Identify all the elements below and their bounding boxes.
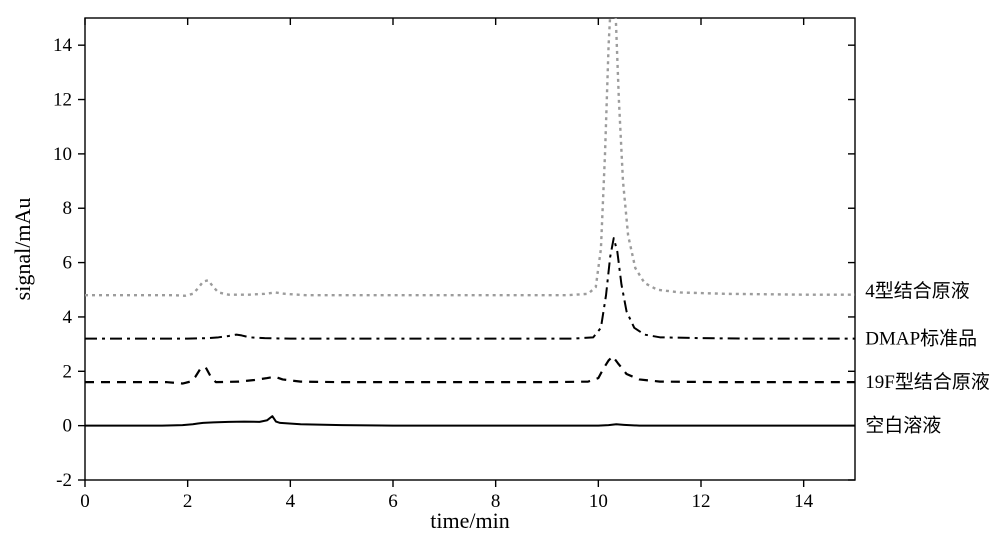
series-label-DMAP: DMAP标准品 — [865, 328, 977, 350]
series-type4 — [85, 0, 855, 296]
x-axis-label: time/min — [430, 508, 509, 533]
x-tick-label: 14 — [794, 491, 814, 512]
x-tick-label: 4 — [286, 491, 296, 512]
series-label-blank: 空白溶液 — [865, 415, 941, 437]
y-tick-label: 0 — [63, 416, 73, 437]
y-tick-label: 4 — [63, 307, 73, 328]
y-tick-label: 2 — [63, 361, 73, 382]
x-tick-label: 12 — [692, 491, 711, 512]
series-19F — [85, 356, 855, 383]
x-tick-label: 0 — [80, 491, 90, 512]
y-tick-label: 6 — [63, 253, 73, 274]
y-tick-label: -2 — [56, 470, 72, 491]
series-blank — [85, 416, 855, 426]
y-tick-label: 8 — [63, 198, 73, 219]
x-tick-label: 6 — [388, 491, 398, 512]
y-tick-label: 10 — [53, 144, 72, 165]
series-DMAP — [85, 238, 855, 339]
chart-container: { "chart": { "type": "line", "width": 10… — [0, 0, 1000, 541]
x-tick-label: 10 — [589, 491, 608, 512]
plot-border — [85, 18, 855, 480]
y-tick-label: 14 — [53, 35, 73, 56]
series-label-19F: 19F型结合原液 — [865, 371, 990, 393]
x-tick-label: 2 — [183, 491, 193, 512]
series-label-type4: 4型结合原液 — [865, 280, 970, 302]
y-tick-label: 12 — [53, 90, 72, 111]
y-axis-label: signal/mAu — [10, 198, 35, 301]
chromatogram-chart: 02468101214-202468101214time/minsignal/m… — [0, 0, 1000, 541]
